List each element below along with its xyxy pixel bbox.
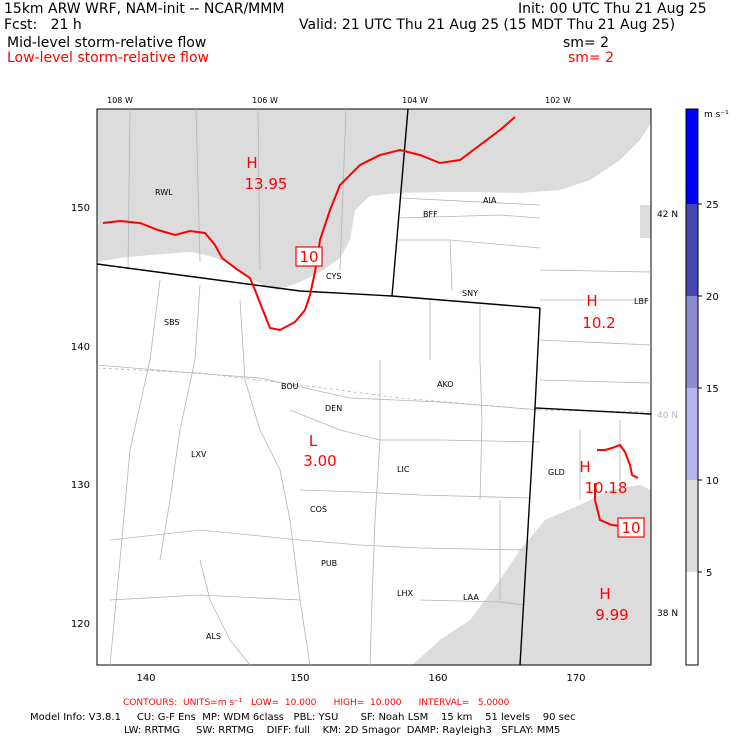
shaded-regions	[97, 109, 651, 665]
extremum-value: 13.95	[245, 175, 288, 193]
x-tick-160: 160	[428, 673, 447, 684]
extremum-type: L	[309, 432, 318, 450]
contour-label-box	[617, 517, 645, 538]
y-tick-150: 150	[71, 203, 90, 214]
station-label: SNY	[462, 289, 478, 298]
colorbar-segment	[686, 480, 698, 572]
extremum-type: H	[246, 154, 257, 172]
colorbar-level: 20	[706, 292, 719, 303]
station-label: LXV	[191, 450, 207, 459]
plot-frame	[96, 108, 652, 666]
station-label: COS	[310, 505, 327, 514]
lon-label-102w: 102 W	[545, 96, 571, 105]
station-label: BOU	[281, 382, 299, 391]
lon-label-106w: 106 W	[252, 96, 278, 105]
contour-label: 10	[621, 519, 640, 537]
y-tick-130: 130	[71, 480, 90, 491]
field-2-title: Low-level storm-relative flow	[7, 50, 210, 66]
colorbar-frame	[685, 108, 699, 666]
station-label: AIA	[483, 196, 497, 205]
y-tick-140: 140	[71, 342, 90, 353]
lon-label-108w: 108 W	[107, 96, 133, 105]
dashed-boundary	[96, 367, 652, 413]
field-1-title: Mid-level storm-relative flow	[7, 35, 207, 51]
field-2-smoothing: sm= 2	[568, 50, 615, 66]
contour-north	[102, 116, 516, 332]
station-label: LBF	[634, 297, 649, 306]
station-label: GLD	[548, 468, 565, 477]
contour-info: CONTOURS: UNITS=m s⁻¹ LOW= 10.000 HIGH= …	[123, 698, 510, 708]
shaded-region-north	[97, 109, 651, 290]
station-label: CYS	[326, 272, 341, 281]
extremum-type: H	[586, 292, 597, 310]
contour-label-box	[295, 246, 323, 267]
colorbar-level: 10	[706, 476, 719, 487]
extremum-type: H	[579, 458, 590, 476]
station-label: ALS	[206, 632, 221, 641]
colorbar-unit: m s⁻¹	[704, 110, 729, 120]
colorbar-level: 15	[706, 384, 719, 395]
station-label: LAA	[463, 593, 479, 602]
colorbar-segment	[686, 572, 698, 665]
y-tick-120: 120	[71, 619, 90, 630]
shaded-region-east-strip	[640, 205, 651, 238]
colorbar-segment	[686, 109, 698, 204]
shaded-region-southeast	[412, 485, 651, 665]
extremum-value: 3.00	[303, 452, 336, 470]
x-tick-140: 140	[136, 673, 155, 684]
extremum-value: 10.18	[585, 479, 628, 497]
forecast-hour: Fcst: 21 h	[4, 17, 82, 33]
lat-label-40n: 40 N	[657, 411, 678, 421]
model-info-line-2: LW: RRTMG SW: RRTMG DIFF: full KM: 2D Sm…	[124, 725, 561, 736]
valid-time: Valid: 21 UTC Thu 21 Aug 25 (15 MDT Thu …	[299, 17, 676, 33]
colorbar-level: 25	[706, 200, 719, 211]
extremum-type: H	[599, 585, 610, 603]
model-info-line-1: Model Info: V3.8.1 CU: G-F Ens MP: WDM 6…	[30, 712, 576, 723]
lat-label-38n: 38 N	[657, 609, 678, 619]
lon-label-104w: 104 W	[402, 96, 428, 105]
contour-southeast	[597, 443, 639, 479]
colorbar: 5 10 15 20 25 m s⁻¹	[685, 108, 729, 666]
colorbar-level: 5	[706, 568, 712, 579]
station-label: AKO	[437, 380, 454, 389]
station-label: LIC	[397, 465, 410, 474]
station-label: SBS	[164, 318, 180, 327]
lat-label-42n: 42 N	[657, 210, 678, 220]
county-borders	[96, 108, 652, 666]
model-title: 15km ARW WRF, NAM-init -- NCAR/MMM	[4, 1, 285, 17]
colorbar-segment	[686, 296, 698, 388]
station-label: LHX	[397, 589, 413, 598]
init-time: Init: 00 UTC Thu 21 Aug 25	[518, 1, 707, 17]
colorbar-segment	[686, 204, 698, 296]
station-label: DEN	[325, 404, 342, 413]
state-borders	[96, 108, 652, 666]
station-label: PUB	[321, 559, 337, 568]
colorbar-segment	[686, 388, 698, 480]
station-label: BFF	[423, 210, 438, 219]
extremum-value: 10.2	[582, 314, 615, 332]
station-label: RWL	[155, 188, 173, 197]
extremum-value: 9.99	[595, 606, 628, 624]
field-1-smoothing: sm= 2	[563, 35, 610, 51]
contour-label: 10	[299, 248, 318, 266]
x-tick-170: 170	[566, 673, 585, 684]
x-tick-150: 150	[290, 673, 309, 684]
